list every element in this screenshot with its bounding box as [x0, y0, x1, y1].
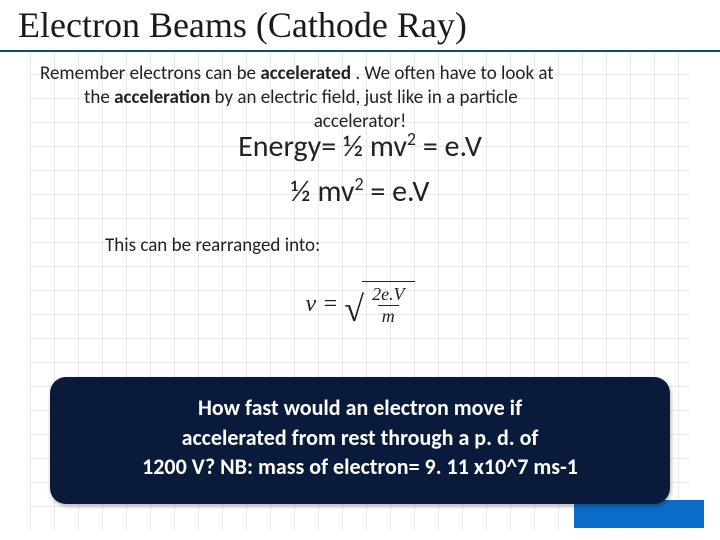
question-line-3: 1200 V? NB: mass of electron= 9. 11 x10^… — [78, 452, 642, 482]
intro-1-post: . We often have to look at — [351, 62, 554, 85]
question-line-2: accelerated from rest through a p. d. of — [78, 423, 642, 453]
eq1-lhs: Energy= — [238, 128, 343, 165]
intro-1-bold: accelerated — [260, 62, 351, 85]
radical-sign: √ — [344, 293, 364, 325]
intro-line-1: Remember electrons can be accelerated . … — [40, 62, 680, 86]
eq2-half: ½ — [291, 173, 318, 210]
rearranged-label: This can be rearranged into: — [0, 234, 720, 257]
slide-content: Electron Beams (Cathode Ray) Remember el… — [0, 0, 720, 327]
page-title: Electron Beams (Cathode Ray) — [0, 0, 720, 52]
eq1-mv: mv — [370, 128, 407, 165]
eq2-sup: 2 — [355, 173, 364, 195]
accent-bar — [574, 500, 704, 528]
eq2-mv: mv — [317, 173, 354, 210]
question-line-1: How fast would an electron move if — [78, 393, 642, 423]
eq1-half: ½ — [343, 128, 370, 165]
intro-2-bold: acceleration — [114, 86, 210, 109]
intro-text: Remember electrons can be accelerated . … — [0, 52, 720, 133]
intro-2-post: by an electric field, just like in a par… — [210, 86, 517, 109]
velocity-formula: v = √ 2e.V m — [0, 281, 720, 327]
denominator: m — [378, 305, 399, 327]
radical: √ 2e.V m — [344, 281, 414, 327]
intro-2-pre: the — [84, 86, 114, 109]
question-box: How fast would an electron move if accel… — [50, 377, 670, 504]
eq2-rhs: = e.V — [364, 173, 430, 210]
radicand: 2e.V m — [362, 281, 414, 327]
formula-lhs: v = — [305, 291, 338, 318]
numerator: 2e.V — [368, 284, 408, 305]
fraction: 2e.V m — [368, 284, 408, 327]
intro-line-2: the acceleration by an electric field, j… — [40, 86, 680, 110]
eq1-rhs: = e.V — [416, 128, 482, 165]
equation-2: ½ mv2 = e.V — [0, 172, 720, 213]
eq1-sup: 2 — [407, 128, 416, 150]
intro-1-pre: Remember electrons can be — [40, 62, 260, 85]
equation-1: Energy= ½ mv2 = e.V — [0, 127, 720, 168]
